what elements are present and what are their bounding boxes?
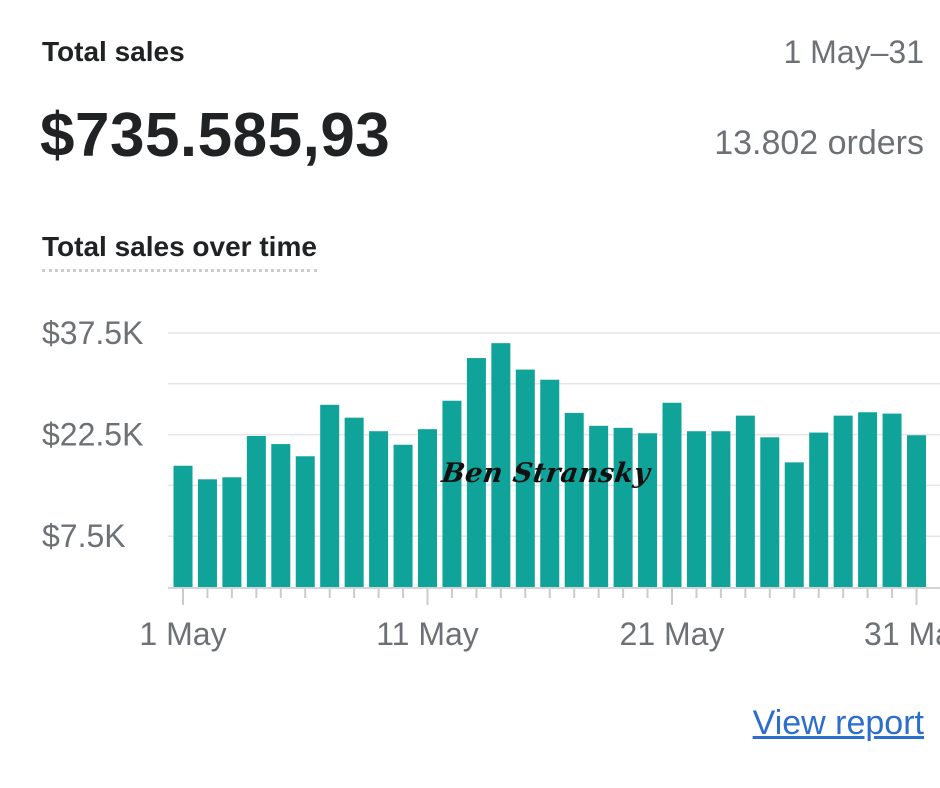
x-axis: [168, 587, 940, 605]
sales-bar-chart: $37.5K $22.5K $7.5K 1 May 11 May 21 May 31 Ma…: [42, 315, 940, 652]
view-report-link[interactable]: View report: [752, 704, 924, 742]
bar-day-11[interactable]: [418, 429, 437, 587]
x-tick-label: 31 May: [864, 616, 940, 652]
bar-day-30[interactable]: [882, 413, 902, 587]
bar-day-16[interactable]: [540, 379, 560, 587]
bar-day-26[interactable]: [784, 462, 804, 587]
bar-day-1[interactable]: [173, 465, 193, 587]
x-tick-label: 1 May: [139, 616, 226, 652]
bar-day-10[interactable]: [393, 444, 413, 587]
bar-day-28[interactable]: [833, 415, 853, 587]
bar-day-21[interactable]: [662, 402, 682, 587]
bar-day-3[interactable]: [222, 477, 242, 587]
card-title: Total sales: [42, 36, 185, 67]
y-axis-ticks: $37.5K $22.5K $7.5K: [42, 315, 143, 554]
bar-day-22[interactable]: [686, 431, 706, 587]
date-range: 1 May–31: [783, 34, 924, 70]
chart-title[interactable]: Total sales over time: [42, 231, 317, 272]
bars: [173, 343, 926, 587]
bar-day-31[interactable]: [907, 435, 926, 587]
bar-day-20[interactable]: [638, 433, 658, 587]
bar-day-17[interactable]: [564, 412, 584, 587]
y-tick-label: $22.5K: [42, 417, 143, 453]
bar-day-13[interactable]: [466, 358, 486, 587]
y-tick-label: $7.5K: [42, 518, 126, 554]
bar-day-8[interactable]: [344, 417, 364, 587]
bar-day-9[interactable]: [369, 431, 389, 587]
total-sales-value: $735.585,93: [40, 101, 391, 170]
bar-day-25[interactable]: [760, 437, 780, 587]
watermark-signature: Ben Stransky: [439, 458, 653, 489]
bar-day-7[interactable]: [320, 404, 340, 587]
bar-day-19[interactable]: [613, 427, 633, 587]
bar-day-4[interactable]: [246, 435, 266, 587]
x-tick-label: 21 May: [620, 616, 725, 652]
x-tick-label: 11 May: [376, 616, 479, 652]
bar-day-29[interactable]: [858, 412, 878, 587]
bar-day-12[interactable]: [442, 400, 462, 587]
bar-day-24[interactable]: [735, 415, 755, 587]
y-tick-label: $37.5K: [42, 315, 143, 351]
bar-day-15[interactable]: [515, 369, 535, 587]
bar-day-5[interactable]: [271, 444, 291, 587]
bar-day-2[interactable]: [197, 479, 217, 587]
bar-day-27[interactable]: [809, 432, 829, 587]
bar-day-14[interactable]: [491, 343, 511, 587]
orders-count: 13.802 orders: [714, 124, 924, 162]
x-axis-ticks: 1 May 11 May 21 May 31 May: [139, 616, 940, 652]
bar-day-18[interactable]: [589, 425, 609, 587]
bar-day-6[interactable]: [295, 456, 315, 587]
bar-day-23[interactable]: [711, 431, 731, 587]
